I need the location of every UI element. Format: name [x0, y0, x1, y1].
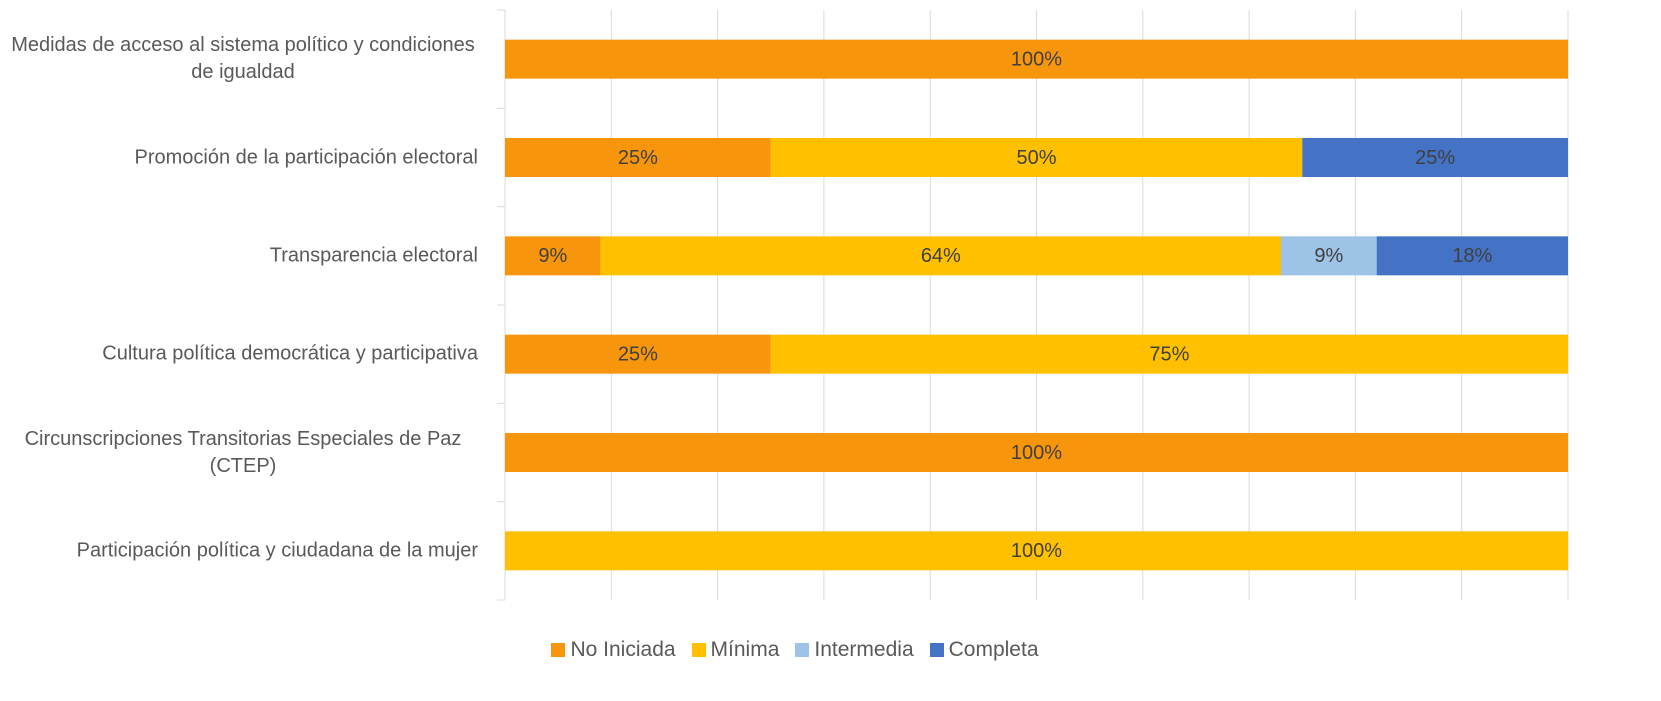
bar-segment — [505, 236, 601, 276]
legend-item: Intermedia — [795, 638, 914, 662]
legend-label: Intermedia — [814, 638, 914, 661]
data-label: 25% — [618, 343, 658, 365]
bar-segment — [770, 334, 1568, 374]
data-label: 100% — [1011, 442, 1062, 464]
category-label: Cultura política democrática y participa… — [102, 342, 478, 365]
category-label: Promoción de la participación electoral — [134, 146, 478, 168]
legend-label: No Iniciada — [570, 638, 676, 661]
legend-swatch — [551, 643, 566, 657]
data-label: 9% — [1314, 245, 1343, 267]
data-label: 25% — [618, 147, 658, 169]
data-label: 18% — [1452, 245, 1492, 267]
bar-segment — [1302, 138, 1568, 177]
legend-label: Completa — [948, 638, 1039, 661]
category-label: Participación política y ciudadana de la… — [76, 539, 478, 562]
bar-segment — [1280, 236, 1377, 276]
legend-label: Mínima — [710, 638, 780, 661]
legend-swatch — [929, 643, 944, 657]
legend-item: No Iniciada — [551, 638, 676, 662]
category-label: Medidas de acceso al sistema político y … — [11, 34, 475, 84]
bar-segment — [600, 236, 1281, 276]
category-label: Circunscripciones Transitorias Especiale… — [24, 427, 462, 477]
legend: No Iniciada Mínima Intermedia Completa — [0, 638, 1590, 662]
legend-swatch — [691, 643, 706, 657]
data-label: 64% — [921, 245, 961, 267]
data-label: 75% — [1149, 343, 1189, 365]
bar-segment — [505, 531, 1568, 571]
data-label: 100% — [1011, 540, 1062, 562]
bar-segment — [505, 138, 771, 177]
data-label: 25% — [1415, 147, 1455, 169]
category-label: Transparencia electoral — [269, 244, 478, 267]
legend-item: Completa — [929, 638, 1039, 662]
legend-swatch — [795, 643, 810, 657]
bar-segment — [505, 39, 1568, 79]
data-label: 50% — [1016, 147, 1056, 169]
bar-segment — [1376, 236, 1568, 276]
data-label: 100% — [1011, 48, 1062, 70]
data-label: 9% — [538, 245, 567, 267]
bar-segment — [770, 138, 1303, 177]
legend-item: Mínima — [691, 638, 780, 662]
bar-segment — [505, 433, 1568, 472]
bar-segment — [505, 334, 771, 374]
